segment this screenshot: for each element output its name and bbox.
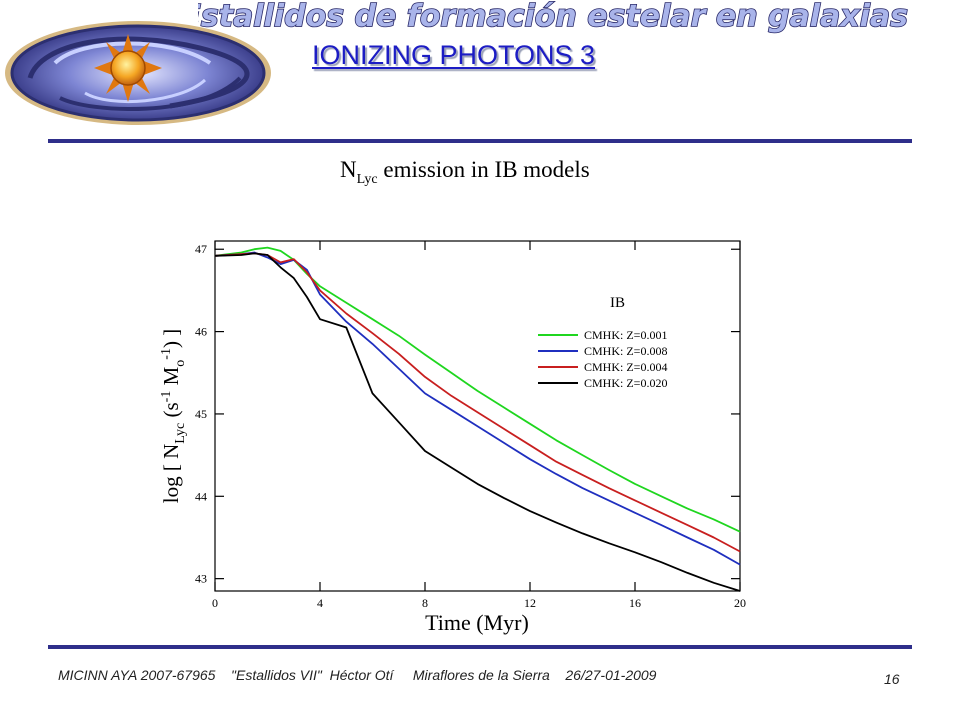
y-axis: 43 44 45 46 47 [195, 242, 740, 586]
chart-title: NLyc emission in IB models [340, 157, 590, 187]
series-line-1 [214, 246, 741, 533]
slide-title: IONIZING PHOTONS 3 [312, 40, 596, 70]
nlyc-emission-chart: NLyc emission in IB models 43 44 45 46 47 0 4… [159, 157, 746, 635]
x-tick-label: 20 [734, 596, 746, 610]
x-tick-label: 16 [629, 596, 641, 610]
series-line-4 [214, 252, 741, 592]
plot-frame [214, 240, 741, 592]
legend-title: IB [610, 295, 625, 311]
page-number: 16 [884, 671, 900, 687]
y-axis-label: log [ NLyc (s-1 Mo-1) ] [159, 329, 188, 503]
spiral-galaxy-logo-icon [5, 21, 271, 125]
x-tick-label: 4 [317, 596, 323, 610]
series-lines [214, 246, 741, 592]
footer-text: MICINN AYA 2007-67965 "Estallidos VII" H… [58, 667, 657, 683]
x-axis-label: Time (Myr) [425, 610, 529, 635]
banner-title: Estallidos de formación estelar en galax… [198, 0, 909, 35]
legend-label: CMHK: Z=0.020 [584, 376, 667, 390]
legend-label: CMHK: Z=0.008 [584, 344, 667, 358]
x-tick-label: 12 [524, 596, 536, 610]
x-axis: 0 4 8 12 16 20 [212, 241, 746, 610]
legend: CMHK: Z=0.001 CMHK: Z=0.008 CMHK: Z=0.004 C… [538, 328, 667, 390]
y-tick-label: 45 [195, 407, 207, 421]
y-tick-label: 43 [195, 572, 207, 586]
bottom-divider [48, 645, 912, 649]
y-tick-label: 44 [195, 489, 207, 503]
y-tick-label: 47 [195, 242, 207, 256]
x-tick-label: 8 [422, 596, 428, 610]
legend-label: CMHK: Z=0.001 [584, 328, 667, 342]
legend-label: CMHK: Z=0.004 [584, 360, 667, 374]
series-line-3 [214, 252, 741, 553]
x-tick-label: 0 [212, 596, 218, 610]
series-line-2 [214, 251, 741, 566]
top-divider [48, 139, 912, 143]
banner-title-text: Estallidos de formación estelar en galax… [198, 0, 908, 34]
y-tick-label: 46 [195, 325, 207, 339]
